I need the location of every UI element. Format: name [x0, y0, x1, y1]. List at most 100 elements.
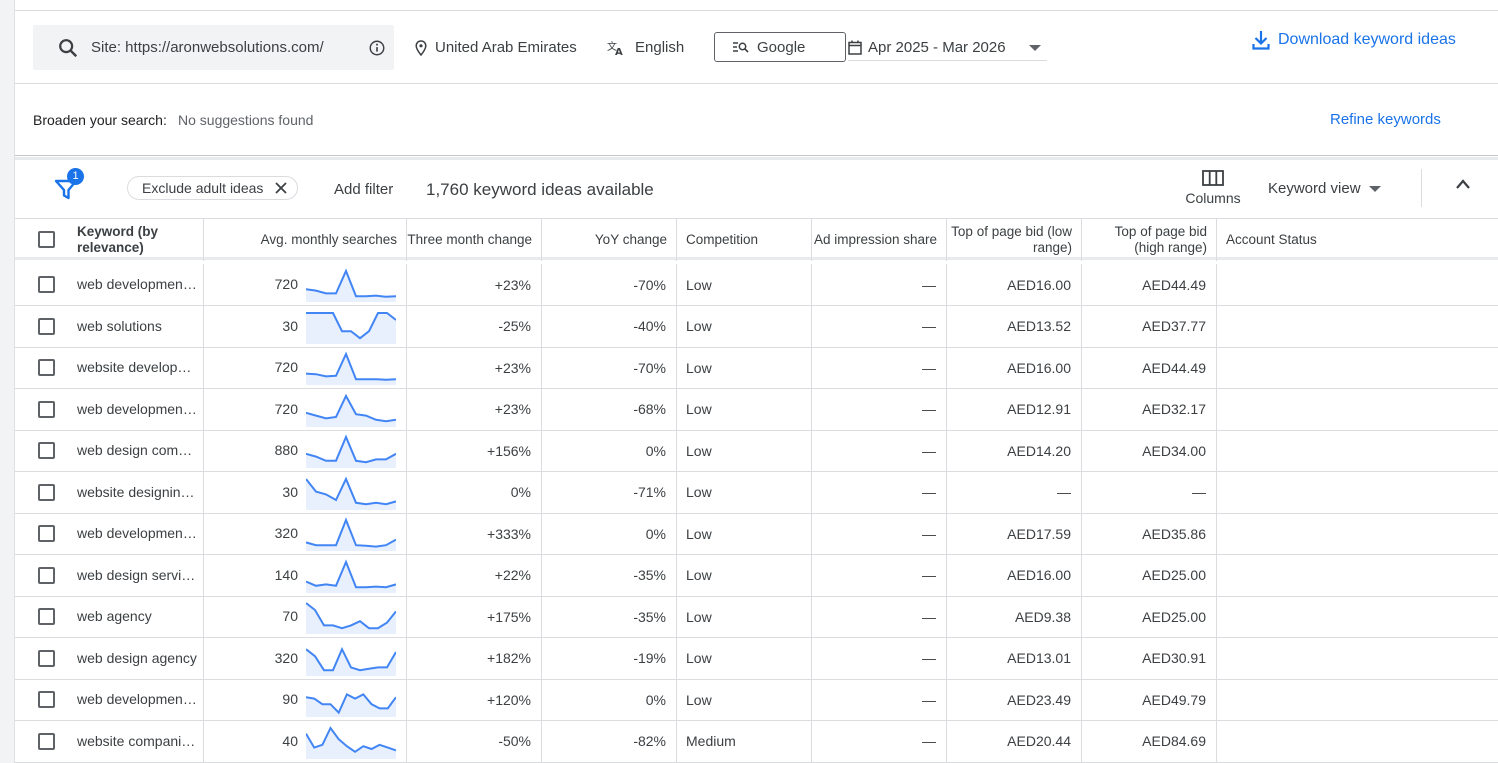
- table-row[interactable]: website compani… 40 -50% -82% Medium — AED20.4…: [15, 720, 1498, 763]
- date-range-label: Apr 2025 - Mar 2026: [868, 39, 1006, 56]
- bid-high: AED25.00: [1082, 596, 1217, 637]
- chevron-up-icon[interactable]: [1455, 178, 1471, 190]
- row-checkbox[interactable]: [38, 525, 55, 542]
- table-row[interactable]: web development… 720 +23% -68% Low — AED12.91 A…: [15, 388, 1498, 431]
- keyword-text[interactable]: web design servi…: [77, 566, 196, 583]
- column-header-yoy[interactable]: YoY change: [542, 219, 677, 261]
- row-checkbox[interactable]: [38, 608, 55, 625]
- table-row[interactable]: web design servi… 140 +22% -35% Low — AED16.00…: [15, 554, 1498, 597]
- add-filter-button[interactable]: Add filter: [334, 181, 394, 198]
- column-header-status[interactable]: Account Status: [1226, 232, 1317, 247]
- table-row[interactable]: web development… 720 +23% -70% Low — AED16.00 A…: [15, 264, 1498, 306]
- table-row[interactable]: web development… 320 +333% 0% Low — AED17.59 AE…: [15, 513, 1498, 555]
- ad-impression-share: —: [812, 513, 947, 554]
- competition: Low: [677, 596, 812, 637]
- competition: Low: [677, 471, 812, 513]
- account-status: [1217, 513, 1498, 554]
- keyword-cell: web agency: [15, 596, 204, 637]
- info-icon[interactable]: [368, 39, 386, 57]
- trend-sparkline[interactable]: [306, 517, 396, 551]
- keyword-view-selector[interactable]: Keyword view: [1268, 180, 1381, 197]
- keyword-text[interactable]: web design comp…: [77, 442, 197, 458]
- row-checkbox[interactable]: [38, 400, 55, 418]
- table-row[interactable]: web development… 90 +120% 0% Low — AED23.49 AED…: [15, 679, 1498, 721]
- table-row[interactable]: web design comp… 880 +156% 0% Low — AED14.20 AE…: [15, 430, 1498, 472]
- avg-monthly-searches: 70: [282, 608, 298, 624]
- trend-sparkline[interactable]: [306, 558, 396, 593]
- trend-sparkline[interactable]: [306, 476, 396, 510]
- table-row[interactable]: web design agency 320 +182% -19% Low — AED13.0…: [15, 637, 1498, 680]
- trend-sparkline[interactable]: [306, 393, 396, 427]
- three-month-change: +175%: [407, 596, 542, 637]
- network-selector[interactable]: Google: [714, 32, 846, 62]
- keyword-text[interactable]: web development…: [77, 276, 197, 292]
- keyword-text[interactable]: web development…: [77, 525, 197, 541]
- column-header-keyword[interactable]: Keyword (by relevance): [77, 224, 159, 255]
- table-row[interactable]: website designin… 30 0% -71% Low — — —: [15, 471, 1498, 514]
- keyword-cell: web solutions: [15, 305, 204, 347]
- account-status: [1217, 306, 1498, 347]
- ad-impression-share: —: [812, 305, 947, 347]
- row-checkbox[interactable]: [38, 442, 55, 459]
- competition: Low: [677, 513, 812, 554]
- column-header-bid-high[interactable]: Top of page bid (high range): [1082, 219, 1217, 261]
- bid-low: —: [947, 471, 1082, 513]
- trend-sparkline[interactable]: [306, 683, 396, 717]
- trend-sparkline[interactable]: [306, 268, 396, 302]
- column-header-three-month[interactable]: Three month change: [407, 219, 542, 261]
- refine-keywords-button[interactable]: Refine keywords: [1330, 111, 1441, 128]
- keyword-cell: web development…: [15, 679, 204, 720]
- row-checkbox[interactable]: [38, 732, 55, 750]
- site-search-field[interactable]: Site: https://aronwebsolutions.com/: [33, 25, 394, 70]
- trend-sparkline[interactable]: [306, 351, 396, 385]
- trend-sparkline[interactable]: [306, 642, 396, 676]
- row-checkbox[interactable]: [38, 483, 55, 501]
- chevron-down-icon: [1368, 185, 1381, 192]
- columns-icon: [1202, 170, 1224, 186]
- keyword-text[interactable]: website develop…: [77, 359, 192, 375]
- keyword-text[interactable]: web agency: [77, 608, 152, 624]
- row-checkbox[interactable]: [38, 276, 55, 293]
- column-header-competition[interactable]: Competition: [677, 219, 812, 261]
- account-status: [1217, 679, 1498, 720]
- row-checkbox[interactable]: [38, 359, 55, 376]
- location-selector[interactable]: United Arab Emirates: [415, 39, 577, 56]
- trend-sparkline[interactable]: [306, 310, 396, 344]
- date-range-selector[interactable]: Apr 2025 - Mar 2026: [848, 35, 1047, 61]
- row-checkbox[interactable]: [38, 691, 55, 708]
- keyword-text[interactable]: web development…: [77, 400, 197, 417]
- download-keyword-ideas-button[interactable]: Download keyword ideas: [1252, 30, 1456, 50]
- column-header-impression[interactable]: Ad impression share: [812, 219, 947, 261]
- table-row[interactable]: website develop… 720 +23% -70% Low — AED16.00 A…: [15, 347, 1498, 389]
- row-checkbox[interactable]: [38, 317, 55, 335]
- avg-monthly-searches: 720: [274, 276, 298, 292]
- results-toolbar: 1 Exclude adult ideas Add filter 1,760 k…: [15, 157, 1498, 218]
- account-status: [1217, 430, 1498, 471]
- sparkline-area: [306, 561, 396, 593]
- trend-sparkline[interactable]: [306, 600, 396, 634]
- select-all-checkbox[interactable]: [38, 231, 55, 248]
- exclude-adult-ideas-chip[interactable]: Exclude adult ideas: [127, 176, 299, 200]
- keyword-text[interactable]: web solutions: [77, 317, 162, 334]
- column-header-bid-low[interactable]: Top of page bid (low range): [947, 219, 1082, 261]
- table-row[interactable]: web agency 70 +175% -35% Low — AED9.38 AED25.00: [15, 596, 1498, 638]
- keyword-text[interactable]: website designin…: [77, 483, 195, 500]
- ad-impression-share: —: [812, 430, 947, 471]
- keyword-text[interactable]: website compani…: [77, 732, 196, 749]
- trend-sparkline[interactable]: [306, 725, 396, 759]
- close-icon[interactable]: [274, 181, 288, 195]
- trend-sparkline[interactable]: [306, 434, 396, 468]
- bid-high: AED44.49: [1082, 347, 1217, 388]
- column-header-searches[interactable]: Avg. monthly searches: [204, 219, 407, 261]
- keyword-text[interactable]: web design agency: [77, 649, 197, 666]
- avg-monthly-searches: 720: [274, 359, 298, 375]
- table-row[interactable]: web solutions 30 -25% -40% Low — AED13.52 AED37…: [15, 305, 1498, 348]
- row-checkbox[interactable]: [38, 566, 55, 584]
- account-status: [1217, 264, 1498, 305]
- sparkline-line: [306, 693, 396, 715]
- keyword-text[interactable]: web development…: [77, 691, 197, 707]
- columns-button[interactable]: Columns: [1181, 170, 1245, 206]
- row-checkbox[interactable]: [38, 649, 55, 667]
- avg-monthly-searches: 90: [282, 691, 298, 707]
